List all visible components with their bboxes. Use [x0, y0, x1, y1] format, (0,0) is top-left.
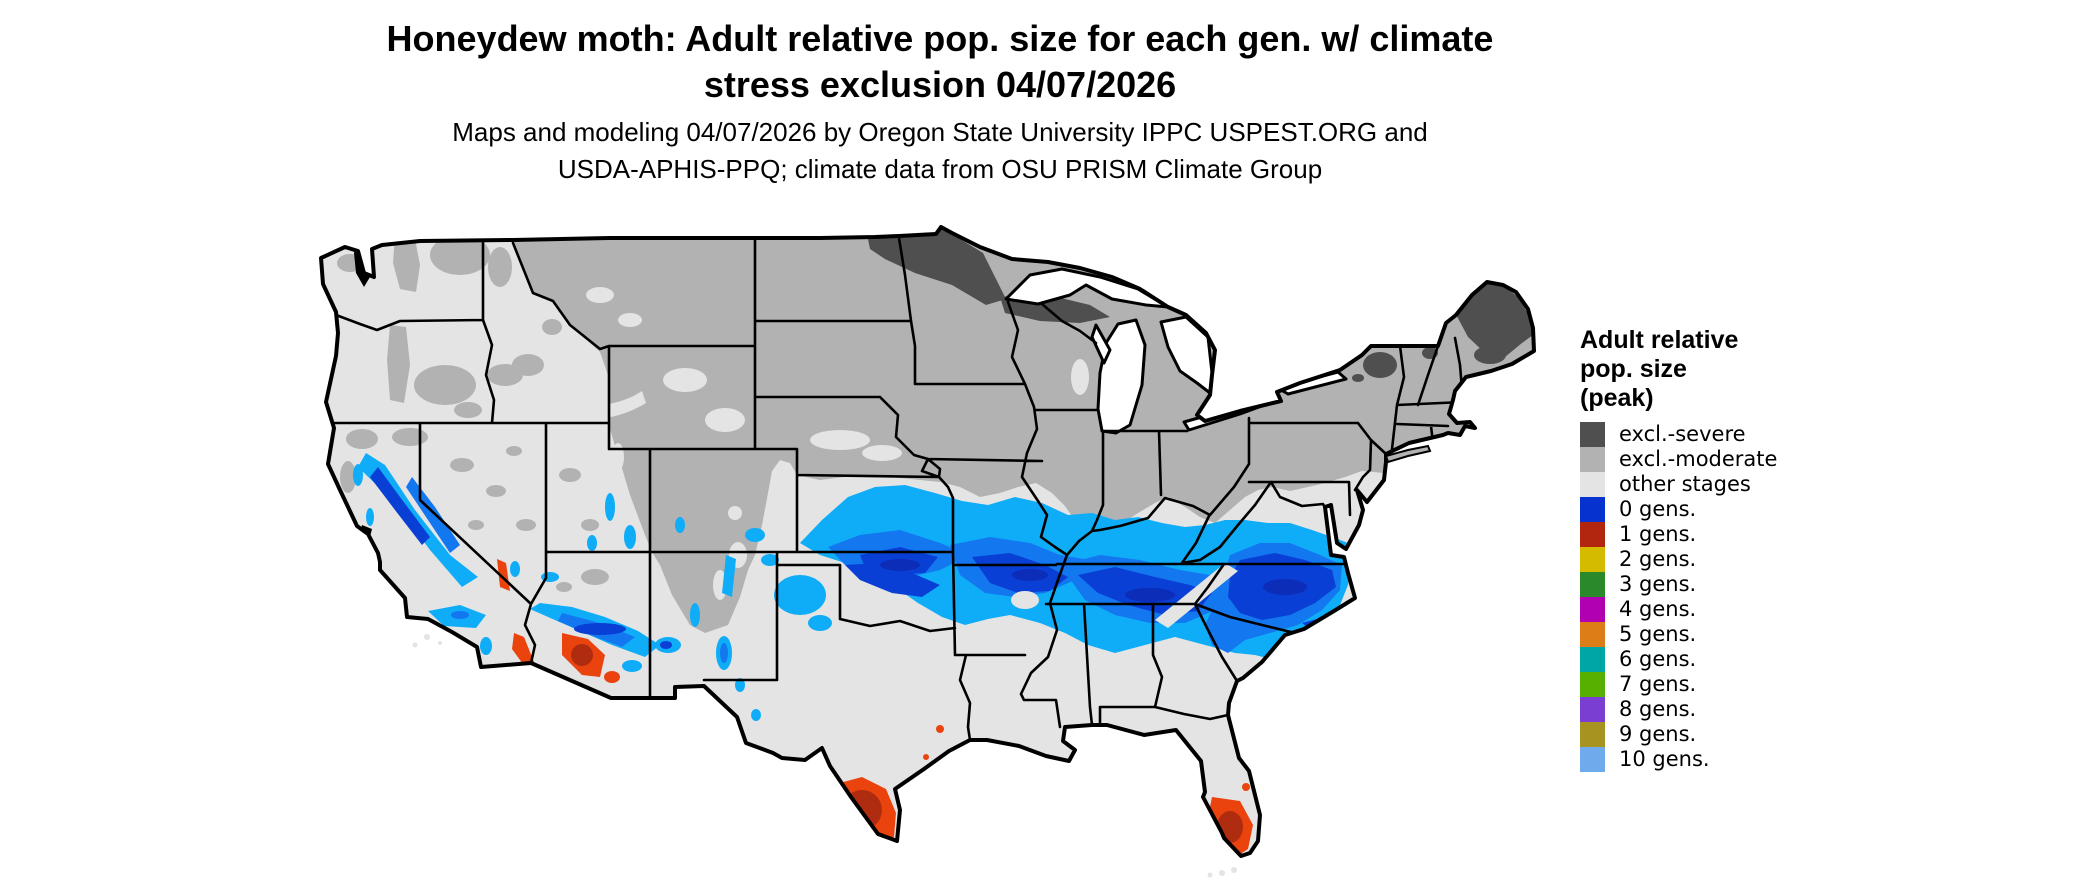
legend-title-line-2: pop. size — [1580, 355, 1687, 383]
conus-outline — [319, 225, 1536, 858]
subtitle-line-1: Maps and modeling 04/07/2026 by Oregon S… — [452, 117, 1428, 147]
legend-label: excl.-moderate — [1619, 447, 1778, 471]
legend-item: 10 gens. — [1580, 747, 1880, 772]
legend-swatch — [1580, 697, 1605, 722]
lake-superior — [1004, 267, 1170, 309]
legend-title-line-3: (peak) — [1580, 384, 1654, 412]
offshore-islands — [412, 444, 1432, 878]
page-subtitle: Maps and modeling 04/07/2026 by Oregon S… — [0, 114, 1880, 188]
title-line-1: Honeydew moth: Adult relative pop. size … — [386, 18, 1494, 59]
legend-swatch — [1580, 547, 1605, 572]
legend-swatch — [1580, 672, 1605, 697]
legend-swatch — [1580, 747, 1605, 772]
legend-swatch — [1580, 597, 1605, 622]
legend-item: excl.-moderate — [1580, 447, 1880, 472]
legend-label: 6 gens. — [1619, 647, 1697, 671]
legend-label: 0 gens. — [1619, 497, 1697, 521]
legend-title: Adult relative pop. size (peak) — [1580, 326, 1880, 413]
legend-item: 3 gens. — [1580, 572, 1880, 597]
state-borders — [327, 236, 1465, 742]
legend-label: 4 gens. — [1619, 597, 1697, 621]
legend-label: 5 gens. — [1619, 622, 1697, 646]
florida-keys — [1207, 867, 1237, 878]
us-map — [319, 225, 1536, 878]
legend-items: excl.-severe excl.-moderate other stages 0 … — [1580, 422, 1880, 772]
legend-swatch — [1580, 522, 1605, 547]
legend-item: other stages — [1580, 472, 1880, 497]
channel-islands — [412, 634, 442, 648]
map-layer-band-light-holes — [1011, 563, 1238, 628]
map-legend: Adult relative pop. size (peak) excl.-se… — [1580, 326, 1880, 772]
legend-label: 8 gens. — [1619, 697, 1697, 721]
legend-item: 5 gens. — [1580, 622, 1880, 647]
legend-label: 9 gens. — [1619, 722, 1697, 746]
legend-label: 1 gens. — [1619, 522, 1697, 546]
legend-item: 4 gens. — [1580, 597, 1880, 622]
legend-item: 6 gens. — [1580, 647, 1880, 672]
title-line-2: stress exclusion 04/07/2026 — [703, 64, 1177, 105]
map-layer-light-pockets — [534, 287, 1089, 600]
legend-item: 0 gens. — [1580, 497, 1880, 522]
legend-swatch — [1580, 722, 1605, 747]
map-layer-gen0-deep — [880, 559, 1340, 628]
legend-swatch — [1580, 497, 1605, 522]
us-map-container — [300, 225, 1540, 892]
green-bay — [1090, 323, 1112, 365]
legend-title-line-1: Adult relative — [1580, 326, 1739, 354]
legend-item: 7 gens. — [1580, 672, 1880, 697]
legend-swatch — [1580, 572, 1605, 597]
legend-label: 10 gens. — [1619, 747, 1710, 771]
legend-label: 3 gens. — [1619, 572, 1697, 596]
legend-swatch — [1580, 447, 1605, 472]
legend-swatch — [1580, 422, 1605, 447]
legend-swatch — [1580, 472, 1605, 497]
legend-item: 2 gens. — [1580, 547, 1880, 572]
legend-swatch — [1580, 622, 1605, 647]
legend-label: excl.-severe — [1619, 422, 1746, 446]
legend-item: 9 gens. — [1580, 722, 1880, 747]
subtitle-line-2: USDA-APHIS-PPQ; climate data from OSU PR… — [557, 154, 1323, 184]
legend-item: 8 gens. — [1580, 697, 1880, 722]
legend-label: 7 gens. — [1619, 672, 1697, 696]
legend-label: 2 gens. — [1619, 547, 1697, 571]
legend-swatch — [1580, 647, 1605, 672]
long-island — [1384, 444, 1432, 464]
legend-label: other stages — [1619, 472, 1751, 496]
page-title: Honeydew moth: Adult relative pop. size … — [0, 16, 1880, 108]
legend-item: excl.-severe — [1580, 422, 1880, 447]
legend-item: 1 gens. — [1580, 522, 1880, 547]
